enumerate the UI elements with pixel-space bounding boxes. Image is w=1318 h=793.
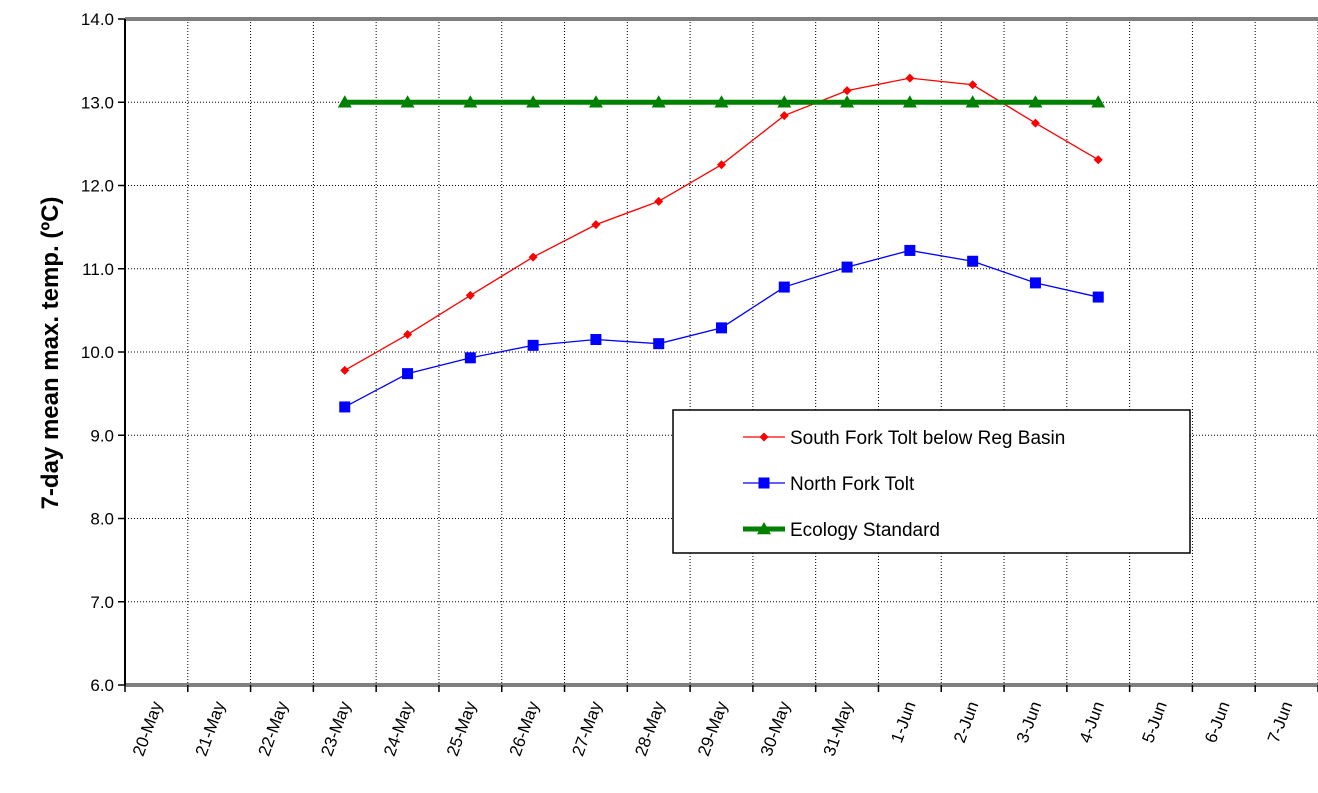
x-tick-label: 23-May <box>317 698 354 758</box>
data-point <box>905 73 915 83</box>
data-point <box>340 365 350 375</box>
x-tick-label: 6-Jun <box>1201 699 1233 745</box>
data-point <box>591 220 601 230</box>
y-tick-label: 6.0 <box>90 676 114 695</box>
data-point <box>968 80 978 90</box>
y-axis-label: 7-day mean max. temp. (ºC) <box>37 197 64 510</box>
data-point <box>840 95 855 108</box>
data-point <box>465 290 475 300</box>
data-point <box>716 322 727 334</box>
x-tick-label: 30-May <box>757 698 794 758</box>
legend: South Fork Tolt below Reg Basin North For… <box>672 409 1191 554</box>
data-point <box>590 334 602 346</box>
data-point <box>778 281 790 293</box>
data-point <box>527 339 539 351</box>
x-tick-label: 26-May <box>506 698 543 758</box>
data-point <box>902 95 917 108</box>
x-tick-label: 27-May <box>568 698 605 758</box>
x-tick-label: 20-May <box>129 698 166 758</box>
data-point <box>654 196 664 206</box>
data-point <box>1091 95 1106 108</box>
data-point <box>714 95 729 108</box>
data-point <box>651 95 666 108</box>
x-tick-label: 22-May <box>254 698 291 758</box>
y-tick-label: 7.0 <box>90 593 114 612</box>
data-point <box>904 244 916 256</box>
y-tick-label: 11.0 <box>82 260 114 279</box>
y-tick-label: 14.0 <box>81 10 114 29</box>
data-point <box>653 338 665 350</box>
x-tick-label: 21-May <box>192 698 229 758</box>
data-point <box>337 95 352 108</box>
data-point <box>1029 277 1041 289</box>
data-point <box>842 86 852 96</box>
data-point <box>403 330 413 340</box>
legend-label: South Fork Tolt below Reg Basin <box>790 428 1065 449</box>
data-point <box>1092 291 1104 303</box>
x-tick-label: 1-Jun <box>887 699 919 745</box>
x-tick-labels: 20-May 21-May 22-May 23-May 24-May 25-May 26-M… <box>129 698 1296 758</box>
y-tick-label: 9.0 <box>90 426 114 445</box>
y-tick-labels: 6.0 7.0 8.0 9.0 10.0 11.0 12.0 13.0 14.0 <box>81 10 114 695</box>
x-tick-label: 7-Jun <box>1264 699 1296 745</box>
data-point <box>965 95 980 108</box>
x-tick-label: 4-Jun <box>1076 699 1108 745</box>
x-tick-label: 24-May <box>380 698 417 758</box>
data-point <box>967 255 979 267</box>
data-point <box>759 432 769 442</box>
x-tick-label: 5-Jun <box>1138 699 1170 745</box>
data-point <box>400 95 415 108</box>
data-point <box>464 352 476 364</box>
data-point <box>526 95 541 108</box>
plot-frame <box>118 17 1318 692</box>
x-tick-label: 25-May <box>443 698 480 758</box>
data-point <box>588 95 603 108</box>
x-tick-label: 29-May <box>694 698 731 758</box>
y-tick-label: 10.0 <box>81 343 114 362</box>
y-tick-label: 8.0 <box>90 510 114 529</box>
data-point <box>1093 155 1103 165</box>
y-tick-label: 12.0 <box>81 177 114 196</box>
x-tick-label: 28-May <box>631 698 668 758</box>
data-point <box>779 111 789 121</box>
y-tick-label: 13.0 <box>81 93 114 112</box>
data-point <box>402 368 414 380</box>
series-layer <box>337 73 1106 413</box>
data-point <box>528 252 538 262</box>
data-point <box>757 522 771 535</box>
data-point <box>717 160 726 170</box>
data-point <box>1028 95 1043 108</box>
data-point <box>841 261 853 273</box>
data-point <box>339 401 351 413</box>
data-point <box>758 477 770 489</box>
x-tick-label: 3-Jun <box>1013 699 1045 745</box>
legend-label: North Fork Tolt <box>790 474 915 495</box>
grid-lines <box>125 18 1318 685</box>
data-point <box>463 95 478 108</box>
x-tick-label: 2-Jun <box>950 699 982 745</box>
legend-label: Ecology Standard <box>790 520 940 541</box>
data-point <box>1030 118 1040 128</box>
x-tick-label: 31-May <box>820 698 857 758</box>
data-point <box>777 95 792 108</box>
